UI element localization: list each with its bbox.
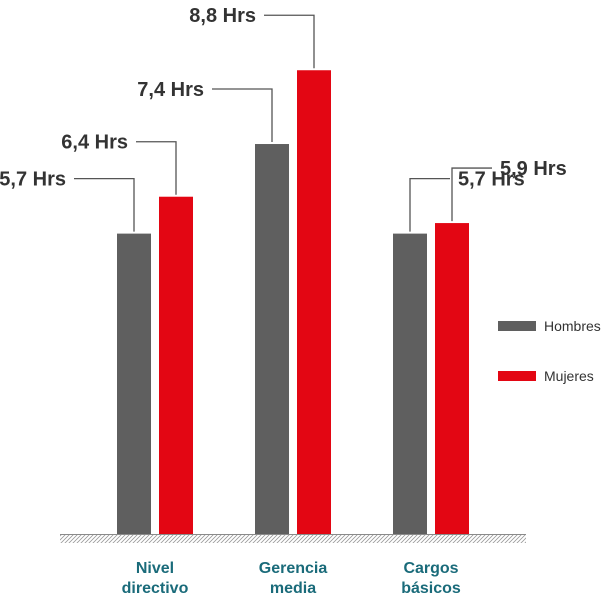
callout-line-hombres-2 [409,177,450,232]
category-label-2-line1: Cargos [403,560,458,577]
x-axis-baseline [60,534,526,543]
callout-line-mujeres-1 [264,14,315,69]
baseline-group [60,534,526,543]
callout-line-mujeres-0 [136,141,177,195]
bar-mujeres-1 [297,70,331,535]
data-label-mujeres-0: 6,4 Hrs [61,132,128,154]
bar-hombres-2 [393,233,427,535]
bar-hombres-1 [255,144,289,534]
legend-label-hombres: Hombres [544,318,601,334]
callout-line-hombres-1 [212,88,273,143]
category-label-0-line2: directivo [122,580,189,597]
category-label-0-line1: Nivel [136,560,174,577]
data-label-hombres-1: 7,4 Hrs [137,79,204,101]
bars-group [117,70,469,535]
category-label-1-line1: Gerencia [259,560,328,577]
data-label-mujeres-1: 8,8 Hrs [189,5,256,27]
callout-line-mujeres-2 [451,167,492,222]
callout-line-hombres-0 [74,177,135,232]
category-labels-group: Nivel directivo Gerencia media Cargos básicos [122,560,461,597]
legend-swatch-mujeres [498,371,536,381]
bar-mujeres-0 [159,196,193,534]
legend-label-mujeres: Mujeres [544,368,594,384]
legend-swatch-hombres [498,321,536,331]
data-label-mujeres-2: 5,9 Hrs [500,158,567,180]
legend: Hombres Mujeres [498,318,601,384]
data-label-hombres-0: 5,7 Hrs [0,169,66,191]
data-label-hombres-2: 5,7 Hrs [458,169,525,191]
category-label-1-line2: media [270,580,316,597]
bar-hombres-0 [117,233,151,535]
callouts-group [74,14,492,232]
category-label-2-line2: básicos [401,580,461,597]
bar-mujeres-2 [435,223,469,534]
